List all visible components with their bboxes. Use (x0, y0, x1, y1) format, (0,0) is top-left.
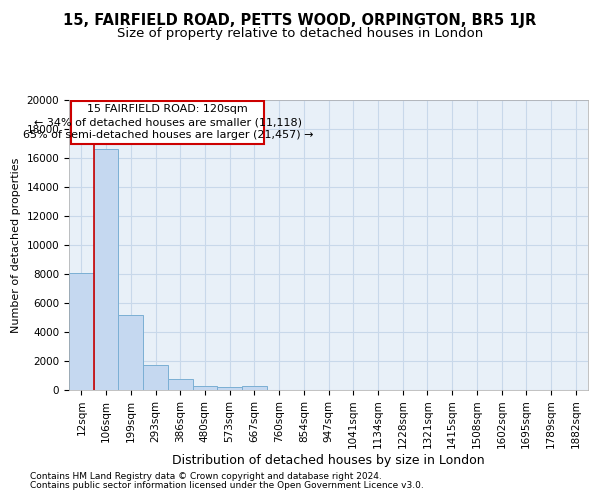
Bar (143, 364, 168, 390)
Text: Contains public sector information licensed under the Open Government Licence v3: Contains public sector information licen… (30, 481, 424, 490)
Text: 15 FAIRFIELD ROAD: 120sqm
← 34% of detached houses are smaller (11,118)
65% of s: 15 FAIRFIELD ROAD: 120sqm ← 34% of detac… (23, 104, 313, 141)
Bar (168, 379, 193, 390)
X-axis label: Distribution of detached houses by size in London: Distribution of detached houses by size … (172, 454, 485, 467)
Y-axis label: Number of detached properties: Number of detached properties (11, 158, 21, 332)
Bar (69, 272, 94, 390)
Bar (94, 150, 118, 390)
Text: 15, FAIRFIELD ROAD, PETTS WOOD, ORPINGTON, BR5 1JR: 15, FAIRFIELD ROAD, PETTS WOOD, ORPINGTO… (64, 12, 536, 28)
Bar (118, 314, 143, 390)
Bar (242, 386, 267, 390)
Bar (217, 386, 242, 390)
Bar (71, 100, 264, 144)
Text: Contains HM Land Registry data © Crown copyright and database right 2024.: Contains HM Land Registry data © Crown c… (30, 472, 382, 481)
Text: Size of property relative to detached houses in London: Size of property relative to detached ho… (117, 28, 483, 40)
Bar (193, 386, 217, 390)
